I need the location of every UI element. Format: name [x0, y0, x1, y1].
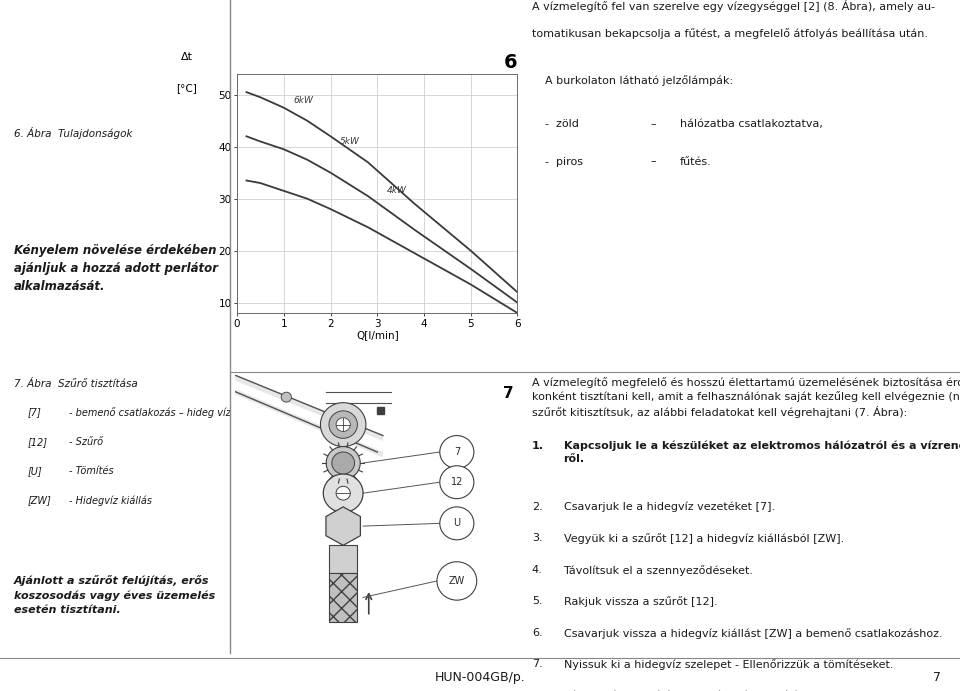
Text: Vegyük ki a szűrőt [12] a hidegvíz kiállásból [ZW].: Vegyük ki a szűrőt [12] a hidegvíz kiáll…: [564, 533, 844, 545]
Text: [ZW]: [ZW]: [28, 495, 52, 505]
Text: 12: 12: [450, 477, 463, 487]
Circle shape: [440, 507, 474, 540]
Text: 6. Ábra  Tulajdonságok: 6. Ábra Tulajdonságok: [13, 127, 132, 140]
Text: Kapcsoljuk le a készüléket az elektromos hálózatról és a vízrendszer-
ről.: Kapcsoljuk le a készüléket az elektromos…: [564, 441, 960, 464]
Text: –: –: [650, 119, 656, 129]
Text: 4kW: 4kW: [387, 187, 406, 196]
Text: -  zöld: - zöld: [544, 119, 579, 129]
Circle shape: [440, 466, 474, 499]
Text: 6: 6: [504, 53, 517, 72]
Text: 5.: 5.: [532, 596, 542, 606]
Polygon shape: [336, 486, 350, 500]
Text: 7.: 7.: [532, 659, 542, 670]
Polygon shape: [332, 452, 354, 474]
Text: A vízmelegítő fel van szerelve egy vízegységgel [2] (8. Ábra), amely au-: A vízmelegítő fel van szerelve egy vízeg…: [532, 0, 935, 12]
Text: A burkolaton látható jelzőlámpák:: A burkolaton látható jelzőlámpák:: [544, 75, 732, 86]
Bar: [377, 407, 384, 414]
Text: - Hidegvíz kiállás: - Hidegvíz kiállás: [69, 495, 152, 506]
Text: –: –: [650, 157, 656, 167]
Polygon shape: [326, 446, 360, 480]
Polygon shape: [326, 507, 360, 545]
Text: tomatikusan bekapcsolja a fűtést, a megfelelő átfolyás beállítása után.: tomatikusan bekapcsolja a fűtést, a megf…: [532, 28, 927, 39]
Text: [U]: [U]: [28, 466, 42, 476]
Text: Csavarjuk vissza a hidegvíz kiállást [ZW] a bemenő csatlakozáshoz.: Csavarjuk vissza a hidegvíz kiállást [ZW…: [564, 628, 942, 639]
Text: Csavarjuk le a hidegvíz vezetéket [7].: Csavarjuk le a hidegvíz vezetéket [7].: [564, 502, 775, 512]
Text: 2.: 2.: [532, 502, 542, 512]
Text: 7: 7: [503, 386, 514, 401]
Polygon shape: [321, 403, 366, 446]
Text: - Szűrő: - Szűrő: [69, 437, 104, 446]
Text: Δt: Δt: [180, 52, 193, 62]
Text: - bemenő csatlakozás – hideg víz: - bemenő csatlakozás – hideg víz: [69, 407, 231, 418]
Text: Ajánlott a szűrőt felújítás, erős
koszosodás vagy éves üzemelés
esetén tisztítan: Ajánlott a szűrőt felújítás, erős koszos…: [13, 575, 215, 616]
Text: 7: 7: [454, 447, 460, 457]
Text: 6.: 6.: [532, 628, 542, 638]
Text: 7. Ábra  Szűrő tisztítása: 7. Ábra Szűrő tisztítása: [13, 379, 137, 390]
Text: U: U: [453, 518, 461, 529]
Text: [12]: [12]: [28, 437, 48, 446]
Text: 6kW: 6kW: [293, 95, 313, 104]
Text: Rakjuk vissza a szűrőt [12].: Rakjuk vissza a szűrőt [12].: [564, 596, 717, 607]
Polygon shape: [235, 375, 383, 457]
Polygon shape: [329, 545, 357, 573]
Text: Távolítsuk el a szennyeződéseket.: Távolítsuk el a szennyeződéseket.: [564, 565, 753, 576]
Text: 5kW: 5kW: [340, 137, 360, 146]
Polygon shape: [324, 474, 363, 512]
Text: [°C]: [°C]: [177, 84, 197, 93]
Text: ZW: ZW: [448, 576, 465, 586]
Text: A vízmelegítő megfelelő és hosszú élettartamú üzemelésének biztosítása érdekében: A vízmelegítő megfelelő és hosszú életta…: [532, 377, 960, 418]
Text: 4.: 4.: [532, 565, 542, 575]
Text: 1.: 1.: [532, 441, 543, 451]
Text: fűtés.: fűtés.: [680, 157, 711, 167]
Text: -  piros: - piros: [544, 157, 583, 167]
X-axis label: Q[l/min]: Q[l/min]: [356, 330, 398, 340]
Text: Nyissuk ki a hidegvíz szelepet - Ellenőrizzük a tömítéseket.: Nyissuk ki a hidegvíz szelepet - Ellenőr…: [564, 659, 893, 670]
Text: Kényelem növelése érdekében
ajánljuk a hozzá adott perlátor
alkalmazását.: Kényelem növelése érdekében ajánljuk a h…: [13, 244, 218, 293]
Text: hálózatba csatlakoztatva,: hálózatba csatlakoztatva,: [680, 119, 823, 129]
Polygon shape: [329, 573, 357, 622]
Polygon shape: [329, 411, 357, 438]
Polygon shape: [336, 418, 350, 431]
Text: 7: 7: [933, 671, 941, 684]
Circle shape: [281, 392, 292, 402]
Circle shape: [437, 562, 477, 600]
Circle shape: [440, 435, 474, 468]
Text: [7]: [7]: [28, 407, 41, 417]
Text: Üzemeltetés: Üzemeltetés: [13, 17, 129, 33]
Text: 3.: 3.: [532, 533, 542, 543]
Text: Karbantartás: Karbantartás: [13, 341, 137, 357]
Text: HUN-004GB/p.: HUN-004GB/p.: [435, 671, 525, 684]
Text: - Tömítés: - Tömítés: [69, 466, 113, 476]
